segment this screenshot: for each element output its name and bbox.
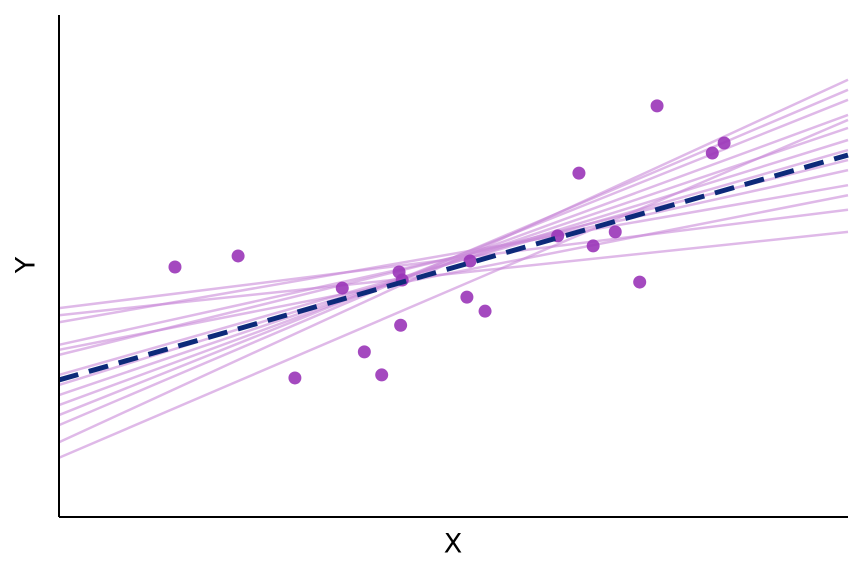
point (460, 290, 474, 304)
point (168, 260, 182, 274)
point (357, 345, 371, 359)
point (650, 99, 664, 113)
bootstrap-line (58, 193, 849, 352)
x-axis-label: X (444, 529, 463, 560)
point (705, 146, 719, 160)
point (478, 304, 492, 318)
point (335, 281, 349, 295)
point (586, 239, 600, 253)
point (717, 136, 731, 150)
point (394, 318, 408, 332)
bootstrap-line (58, 118, 849, 459)
point (375, 368, 389, 382)
point (608, 225, 622, 239)
point (463, 254, 477, 268)
bootstrap-line (58, 88, 849, 427)
bootstrap-line (58, 78, 849, 444)
point (288, 371, 302, 385)
fit-line (58, 152, 849, 383)
point (633, 275, 647, 289)
point (572, 166, 586, 180)
y-axis-label: Y (11, 256, 42, 274)
bootstrap-line (58, 183, 849, 324)
point (231, 249, 245, 263)
